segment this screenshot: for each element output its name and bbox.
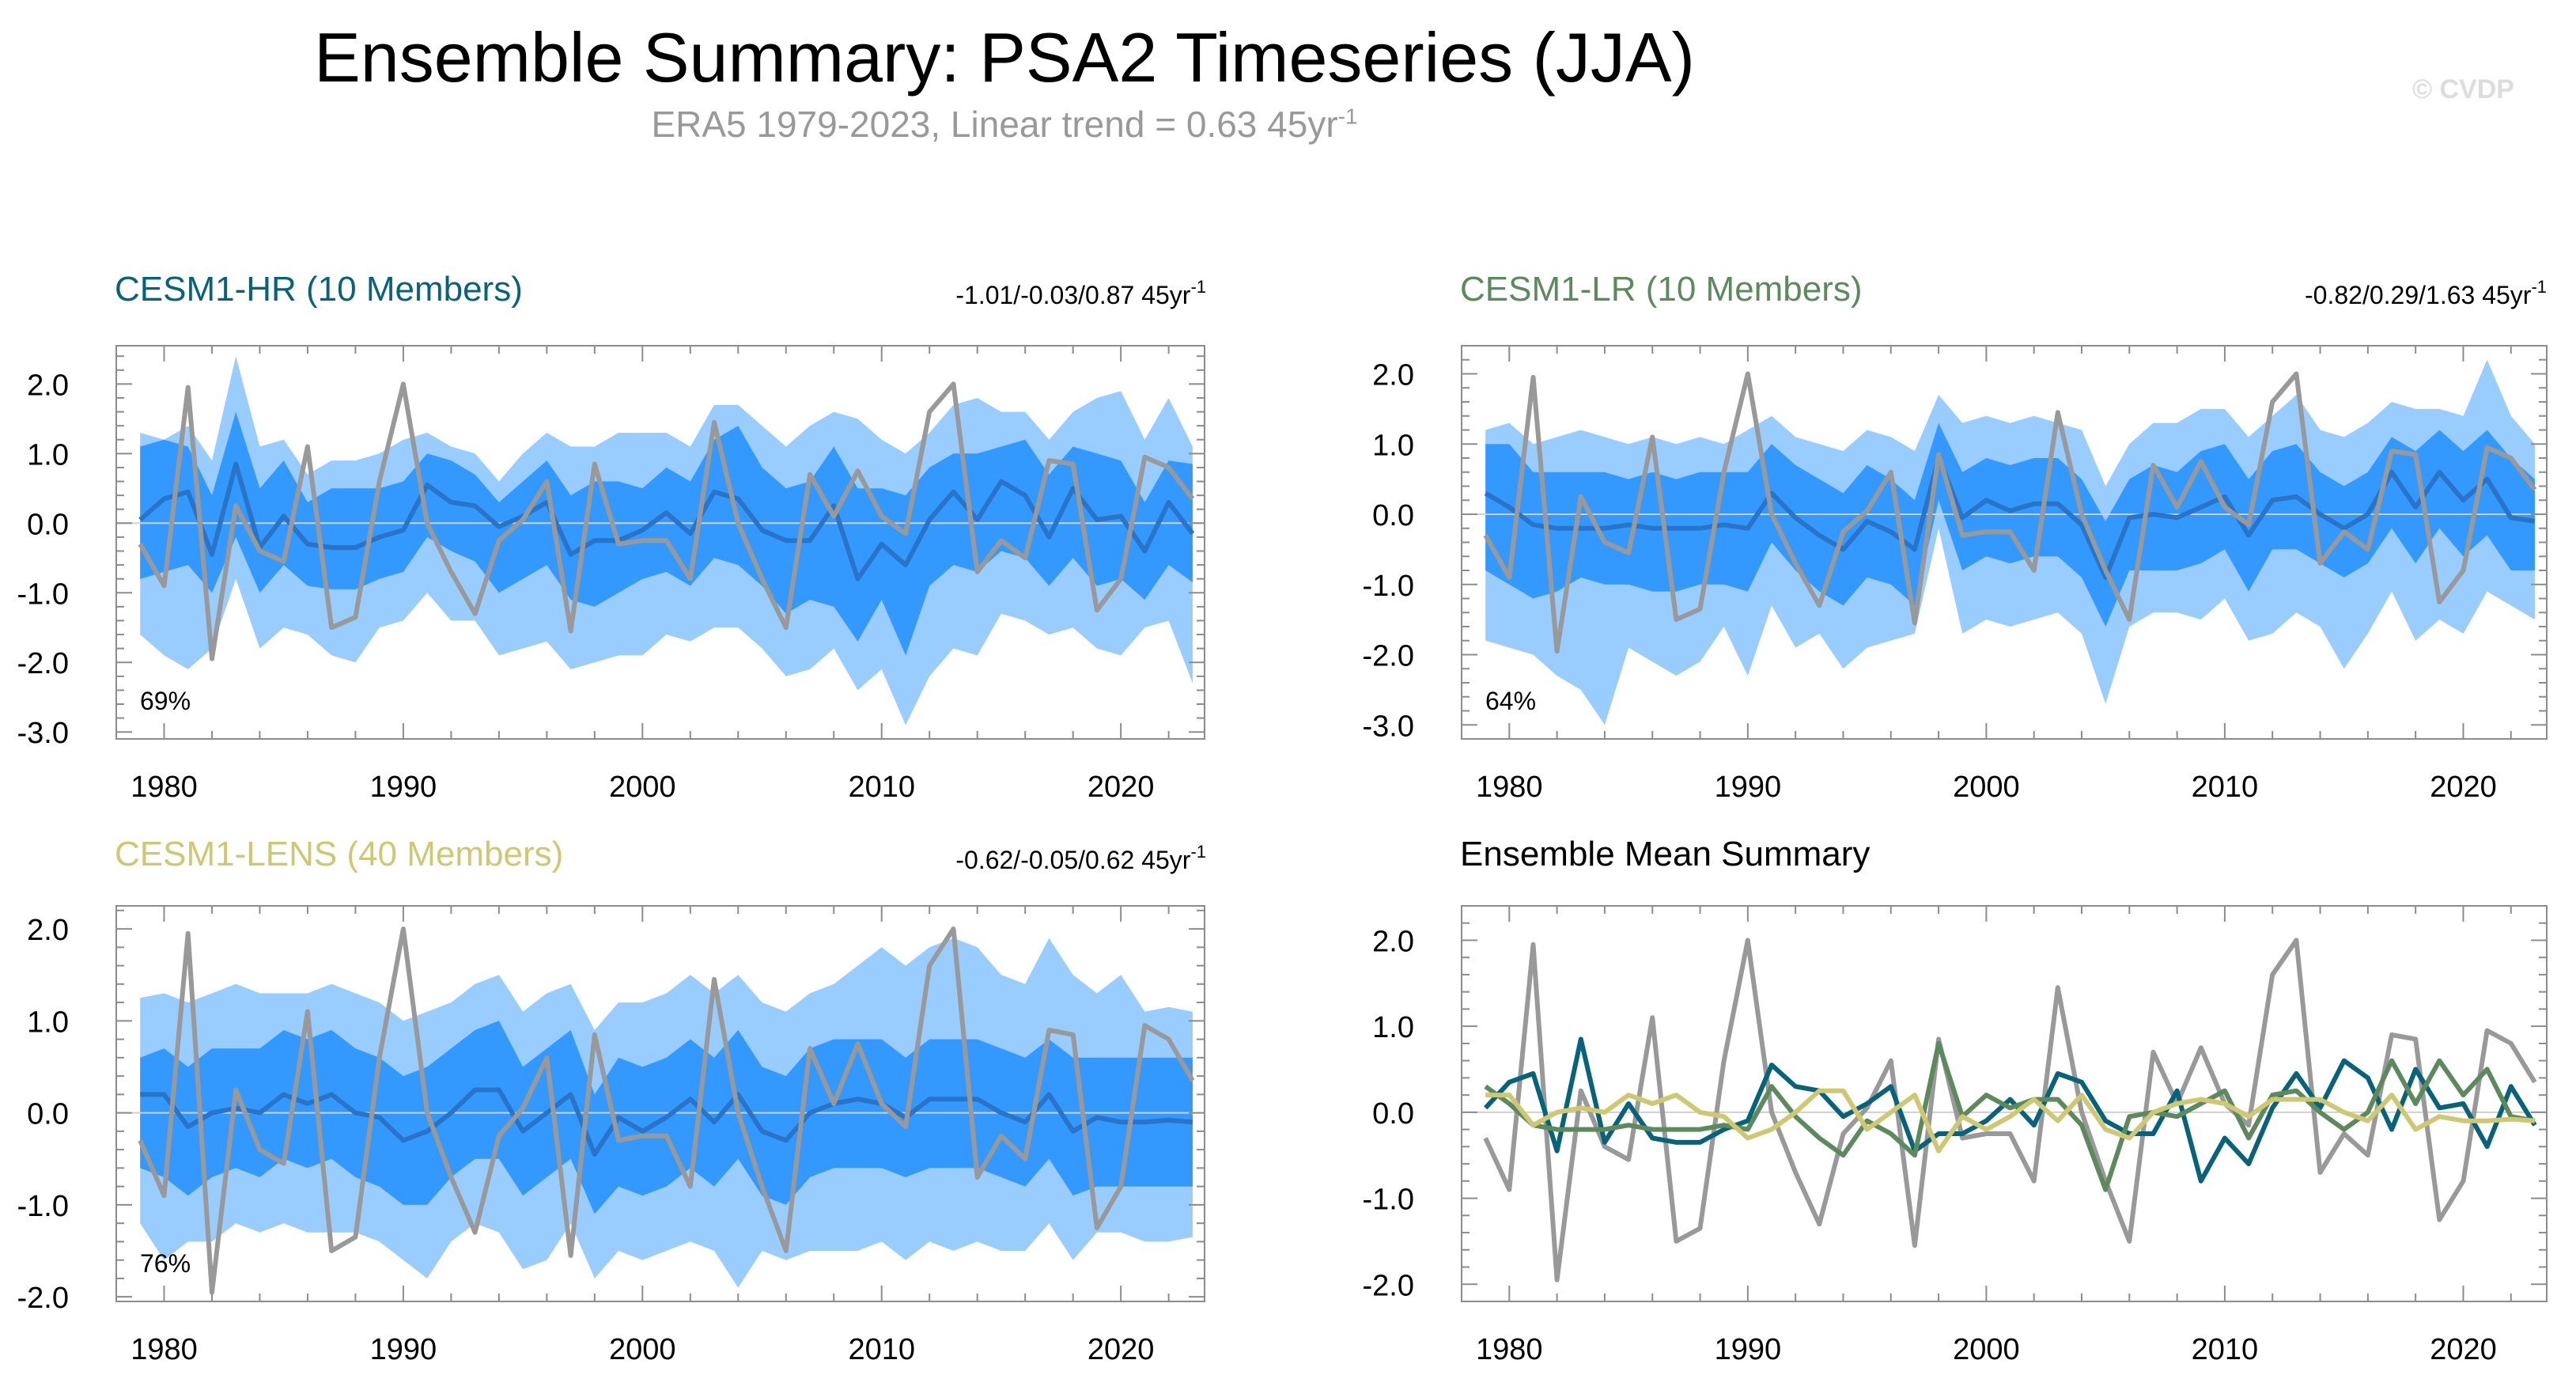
- observation-line: [138, 926, 1195, 1295]
- x-tick-label: 2010: [848, 1333, 915, 1366]
- plot-area-summary: [1462, 938, 2547, 1282]
- series-line-era5: [1483, 938, 2537, 1282]
- inner-spread-band: [140, 411, 1193, 656]
- trend-label-superscript: -1: [1190, 842, 1206, 862]
- y-tick-label: -2.0: [1363, 640, 1414, 673]
- inner-spread-band: [1485, 422, 2535, 627]
- y-tick-label: 1.0: [27, 1006, 69, 1039]
- y-tick-label: -3.0: [17, 717, 69, 750]
- y-tick-label: -2.0: [1363, 1269, 1414, 1302]
- observation-line: [138, 381, 1195, 661]
- y-tick-label: -1.0: [1363, 1184, 1414, 1217]
- panel-title: CESM1-LR (10 Members): [1460, 270, 1863, 309]
- x-tick-label: 1990: [370, 1333, 437, 1366]
- x-tick-label: 1980: [1476, 771, 1543, 804]
- trend-label: -1.01/-0.03/0.87 45yr-1: [955, 277, 1206, 309]
- y-tick-label: -2.0: [17, 1282, 69, 1315]
- x-tick-label: 2010: [848, 771, 915, 804]
- x-tick-label: 1980: [131, 1333, 198, 1366]
- y-tick-label: 2.0: [27, 369, 69, 402]
- x-tick-label: 1990: [1715, 771, 1782, 804]
- percent-label: 64%: [1485, 687, 1536, 715]
- panel-summary: 2.0 1.0 0.0 -1.0 -2.0 1980 1990 2000 2010 2020 Ens…: [1363, 835, 2548, 1366]
- x-tick-label: 1990: [1715, 1333, 1782, 1366]
- plot-frame: [1461, 905, 2548, 1302]
- y-tick-label: -1.0: [17, 1190, 69, 1223]
- y-tick-label: 1.0: [27, 438, 69, 472]
- ensemble-mean-line: [138, 461, 1195, 581]
- series-line-hr: [1483, 1036, 2537, 1184]
- panel-lr: 2.0 1.0 0.0 -1.0 -2.0 -3.0 1980 1990 2000 2010 202…: [1363, 270, 2548, 804]
- y-tick-label: -1.0: [1363, 570, 1414, 603]
- panel-title: Ensemble Mean Summary: [1460, 835, 1870, 873]
- x-tick-label: 2020: [2430, 1333, 2497, 1366]
- x-tick-label: 2010: [2192, 771, 2259, 804]
- subtitle: ERA5 1979-2023, Linear trend = 0.63 45yr…: [0, 103, 2009, 146]
- plot-frame: [115, 905, 1205, 1302]
- y-tick-label: 2.0: [1372, 359, 1414, 392]
- panel-lens: 2.0 1.0 0.0 -1.0 -2.0 1980 1990 2000 2010 2020 CES…: [17, 835, 1206, 1366]
- subtitle-text: ERA5 1979-2023, Linear trend = 0.63 45yr: [651, 104, 1338, 145]
- y-tick-label: 1.0: [1372, 1011, 1414, 1044]
- ensemble-mean-line: [1484, 456, 2536, 580]
- panel-title: CESM1-LENS (40 Members): [115, 835, 563, 873]
- x-tick-label: 2000: [1953, 1333, 2020, 1366]
- x-tick-label: 2000: [609, 771, 676, 804]
- plot-area-lens: [116, 926, 1205, 1295]
- y-tick-label: -2.0: [17, 647, 69, 680]
- subtitle-superscript: -1: [1337, 104, 1358, 129]
- x-tick-label: 1980: [1476, 1333, 1543, 1366]
- trend-label: -0.82/0.29/1.63 45yr-1: [2305, 277, 2547, 309]
- percent-label: 76%: [140, 1249, 191, 1278]
- trend-label-superscript: -1: [1190, 277, 1206, 297]
- main-title: Ensemble Summary: PSA2 Timeseries (JJA): [314, 18, 1695, 97]
- x-tick-label: 1990: [370, 771, 437, 804]
- panel-title: CESM1-HR (10 Members): [115, 270, 523, 309]
- x-tick-label: 1980: [131, 771, 198, 804]
- panel-hr: 2.0 1.0 0.0 -1.0 -2.0 -3.0 1980 1990 2000 2010 202…: [17, 270, 1206, 804]
- y-tick-label: 0.0: [27, 1098, 69, 1131]
- x-tick-label: 2000: [609, 1333, 676, 1366]
- trend-label: -0.62/-0.05/0.62 45yr-1: [955, 842, 1206, 874]
- y-tick-label: 0.0: [27, 508, 69, 541]
- y-tick-label: 0.0: [1372, 1097, 1414, 1131]
- plot-area-lr: [1462, 359, 2547, 725]
- plot-area-hr: [116, 356, 1205, 725]
- watermark: © CVDP: [2412, 74, 2514, 104]
- observation-line: [1483, 371, 2537, 654]
- percent-label: 69%: [140, 687, 191, 715]
- trend-label-text: -0.62/-0.05/0.62 45yr: [955, 846, 1190, 874]
- y-tick-label: -3.0: [1363, 710, 1414, 743]
- series-line-lens: [1485, 1088, 2536, 1153]
- y-tick-label: 0.0: [1372, 499, 1414, 532]
- x-tick-label: 2020: [1088, 771, 1155, 804]
- trend-label-text: -1.01/-0.03/0.87 45yr: [955, 281, 1190, 309]
- x-tick-label: 2020: [1088, 1333, 1155, 1366]
- trend-label-text: -0.82/0.29/1.63 45yr: [2305, 281, 2532, 309]
- x-tick-label: 2010: [2192, 1333, 2259, 1366]
- y-tick-label: 2.0: [1372, 925, 1414, 958]
- trend-label-superscript: -1: [2531, 277, 2547, 297]
- y-tick-label: 1.0: [1372, 429, 1414, 462]
- plot-frame: [115, 345, 1205, 740]
- x-tick-label: 2020: [2430, 771, 2497, 804]
- x-tick-label: 2000: [1953, 771, 2020, 804]
- y-tick-label: 2.0: [27, 914, 69, 947]
- y-tick-label: -1.0: [17, 578, 69, 611]
